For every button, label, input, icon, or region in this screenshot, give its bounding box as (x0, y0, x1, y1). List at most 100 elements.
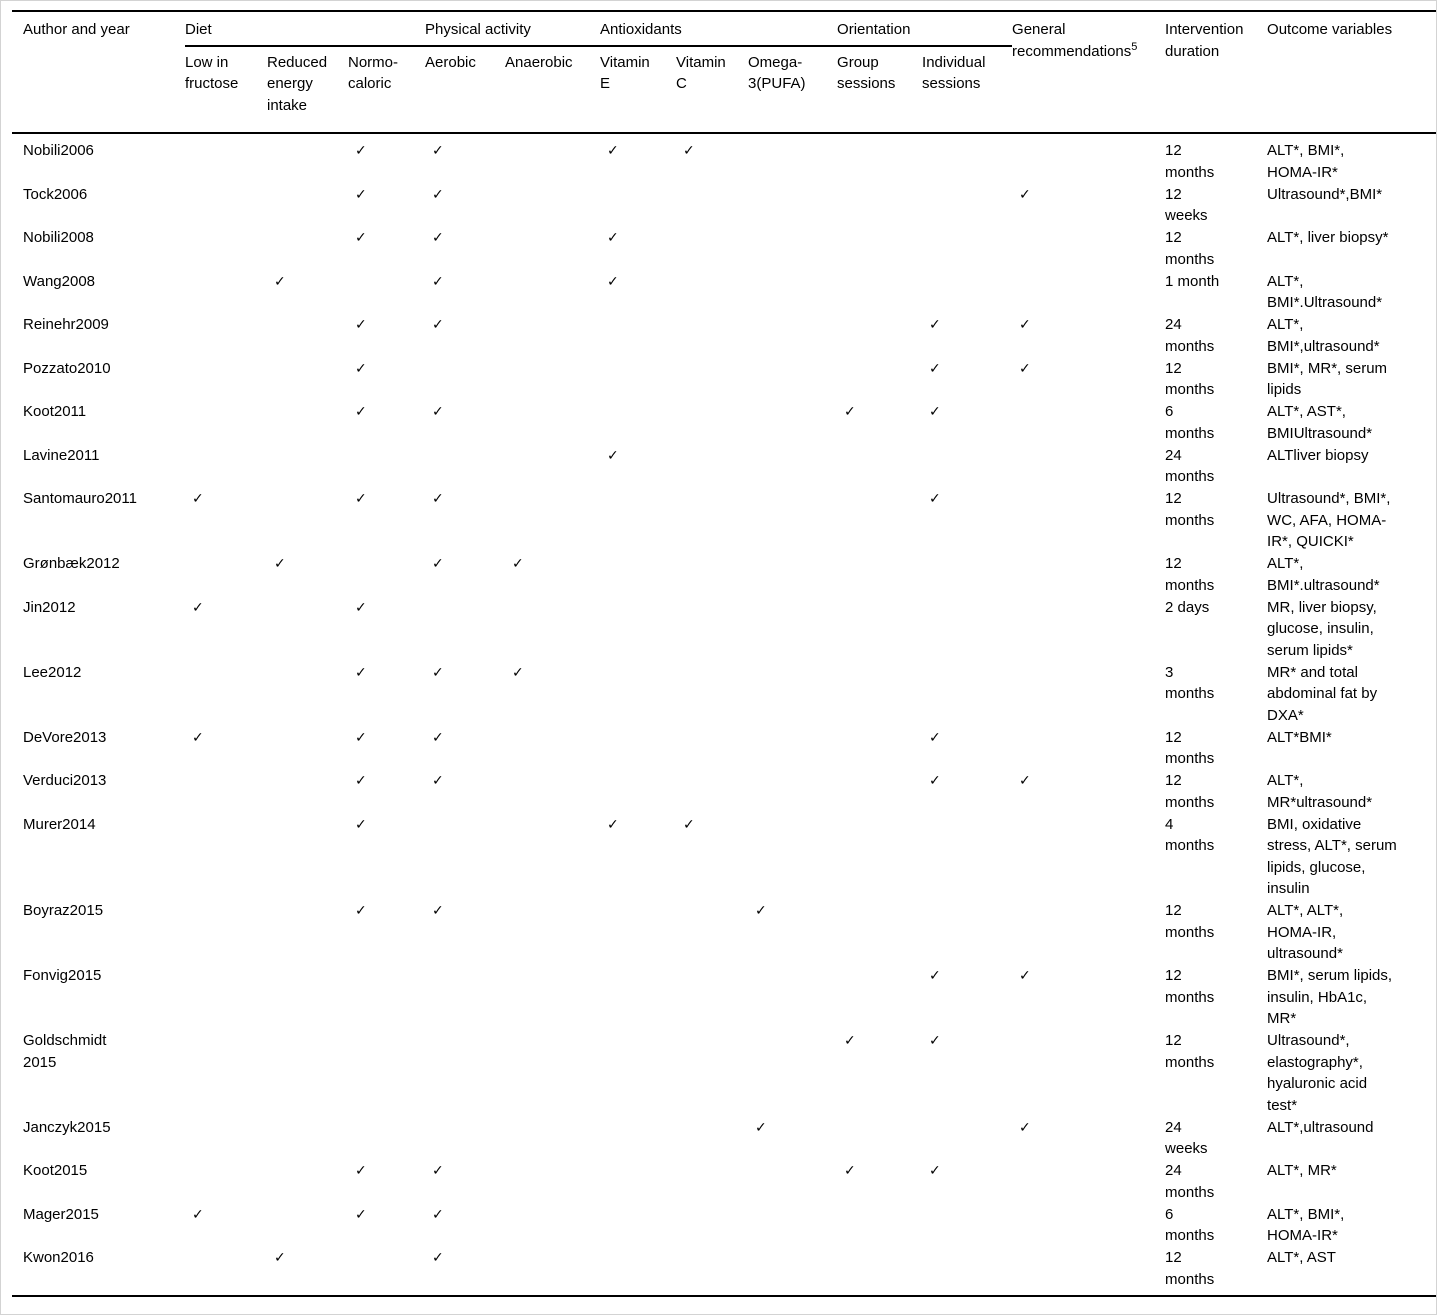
check-cell-omega-3 (748, 401, 837, 445)
author-and-year-cell: Goldschmidt 2015 (23, 1032, 107, 1071)
checkmark-icon: ✓ (355, 815, 367, 832)
check-cell-group-sessions (837, 357, 922, 401)
check-cell-vitamin-e (600, 357, 676, 401)
checkmark-icon: ✓ (355, 1162, 367, 1178)
check-cell-omega-3 (748, 726, 837, 770)
check-cell-low-fructose (185, 227, 267, 271)
check-cell-anaerobic (505, 770, 600, 814)
checkmark-icon: ✓ (432, 403, 444, 419)
checkmark-icon: ✓ (607, 815, 619, 832)
check-cell-group-sessions (837, 314, 922, 358)
check-cell-vitamin-e (600, 965, 676, 1030)
check-cell-individual-sessions: ✓ (922, 1030, 1012, 1117)
check-cell-reduced-energy (267, 965, 348, 1030)
check-cell-aerobic (425, 1030, 505, 1117)
check-cell-normo-caloric (348, 444, 425, 488)
check-cell-group-sessions (837, 444, 922, 488)
check-cell-anaerobic (505, 965, 600, 1030)
check-cell-normo-caloric (348, 553, 425, 597)
check-cell-vitamin-c (676, 661, 748, 726)
check-cell-omega-3 (748, 965, 837, 1030)
col-header-vitamin-c: Vitamin C (676, 45, 749, 134)
check-cell-group-sessions: ✓ (837, 1160, 922, 1204)
check-cell-anaerobic (505, 900, 600, 965)
check-cell-aerobic: ✓ (425, 488, 505, 553)
checkmark-icon: ✓ (432, 1249, 444, 1265)
check-cell-omega-3 (748, 227, 837, 271)
checkmark-icon: ✓ (274, 1249, 286, 1265)
intervention-duration-cell: 12 months (1165, 967, 1215, 1006)
check-cell-normo-caloric: ✓ (348, 401, 425, 445)
checkmark-icon: ✓ (1019, 1118, 1031, 1135)
check-cell-vitamin-c (676, 357, 748, 401)
study-row: Goldschmidt 2015 ✓ ✓ 12 months Ultrasound*, … (12, 1030, 1436, 1117)
author-and-year-cell: Nobili2006 (23, 142, 94, 159)
check-cell-vitamin-e (600, 1160, 676, 1204)
check-cell-reduced-energy (267, 444, 348, 488)
check-cell-aerobic: ✓ (425, 770, 505, 814)
intervention-duration-cell: 12 weeks (1165, 185, 1208, 225)
footnote-marker: 5 (1131, 40, 1138, 53)
check-cell-vitamin-e (600, 183, 676, 227)
outcome-variables-cell: BMI, oxidative stress, ALT*, serum lipid… (1267, 815, 1397, 898)
check-cell-low-fructose: ✓ (185, 1203, 267, 1247)
check-cell-general-recommendations: ✓ (1012, 357, 1165, 401)
checkmark-icon: ✓ (355, 403, 367, 419)
intervention-duration-cell: 12 months (1165, 142, 1215, 181)
check-cell-low-fructose: ✓ (185, 726, 267, 770)
check-cell-omega-3 (748, 270, 837, 314)
check-cell-aerobic: ✓ (425, 1247, 505, 1297)
check-cell-omega-3 (748, 444, 837, 488)
checkmark-icon: ✓ (355, 1205, 367, 1222)
check-cell-vitamin-c (676, 314, 748, 358)
check-cell-anaerobic: ✓ (505, 661, 600, 726)
author-and-year-cell: Kwon2016 (23, 1249, 94, 1266)
author-and-year-cell: Lee2012 (23, 663, 82, 681)
check-cell-aerobic: ✓ (425, 227, 505, 271)
check-cell-anaerobic: ✓ (505, 553, 600, 597)
intervention-duration-cell: 12 months (1165, 728, 1215, 768)
check-cell-low-fructose (185, 133, 267, 183)
check-cell-normo-caloric: ✓ (348, 133, 425, 183)
outcome-variables-cell: BMI*, MR*, serum lipids (1267, 359, 1388, 399)
checkmark-icon: ✓ (355, 598, 367, 615)
study-row: Tock2006 ✓ ✓ ✓ 12 weeks Ultrasound*,BMI* (12, 183, 1436, 227)
checkmark-icon: ✓ (432, 663, 444, 680)
check-cell-reduced-energy (267, 1160, 348, 1204)
check-cell-omega-3 (748, 661, 837, 726)
checkmark-icon: ✓ (755, 1118, 767, 1135)
check-cell-vitamin-c (676, 444, 748, 488)
checkmark-icon: ✓ (512, 555, 524, 571)
intervention-duration-cell: 24 months (1165, 316, 1215, 355)
check-cell-vitamin-c: ✓ (676, 813, 748, 900)
check-cell-general-recommendations (1012, 900, 1165, 965)
checkmark-icon: ✓ (355, 359, 367, 376)
checkmark-icon: ✓ (355, 902, 367, 918)
col-header-author: Author and year (12, 11, 185, 134)
check-cell-omega-3 (748, 770, 837, 814)
check-cell-aerobic: ✓ (425, 401, 505, 445)
check-cell-low-fructose (185, 401, 267, 445)
intervention-duration-cell: 4 months (1165, 815, 1215, 855)
check-cell-anaerobic (505, 133, 600, 183)
check-cell-vitamin-e (600, 401, 676, 445)
check-cell-low-fructose (185, 1160, 267, 1204)
check-cell-omega-3 (748, 1030, 837, 1117)
study-row: Boyraz2015 ✓ ✓ ✓ 12 months ALT*, ALT*, HOMA-I… (12, 900, 1436, 965)
check-cell-individual-sessions (922, 444, 1012, 488)
check-cell-anaerobic (505, 314, 600, 358)
checkmark-icon: ✓ (355, 316, 367, 332)
check-cell-individual-sessions (922, 553, 1012, 597)
study-row: Kwon2016 ✓ ✓ 12 months ALT*, AST (12, 1247, 1436, 1297)
check-cell-individual-sessions (922, 813, 1012, 900)
check-cell-vitamin-e (600, 1116, 676, 1160)
col-header-reduced-energy-intake: Reduced energy intake (267, 45, 348, 134)
check-cell-individual-sessions (922, 596, 1012, 661)
check-cell-anaerobic (505, 1247, 600, 1297)
check-cell-reduced-energy (267, 596, 348, 661)
checkmark-icon: ✓ (355, 728, 367, 745)
author-and-year-cell: Verduci2013 (23, 772, 107, 789)
check-cell-vitamin-c (676, 1160, 748, 1204)
check-cell-vitamin-c (676, 488, 748, 553)
check-cell-general-recommendations (1012, 1203, 1165, 1247)
